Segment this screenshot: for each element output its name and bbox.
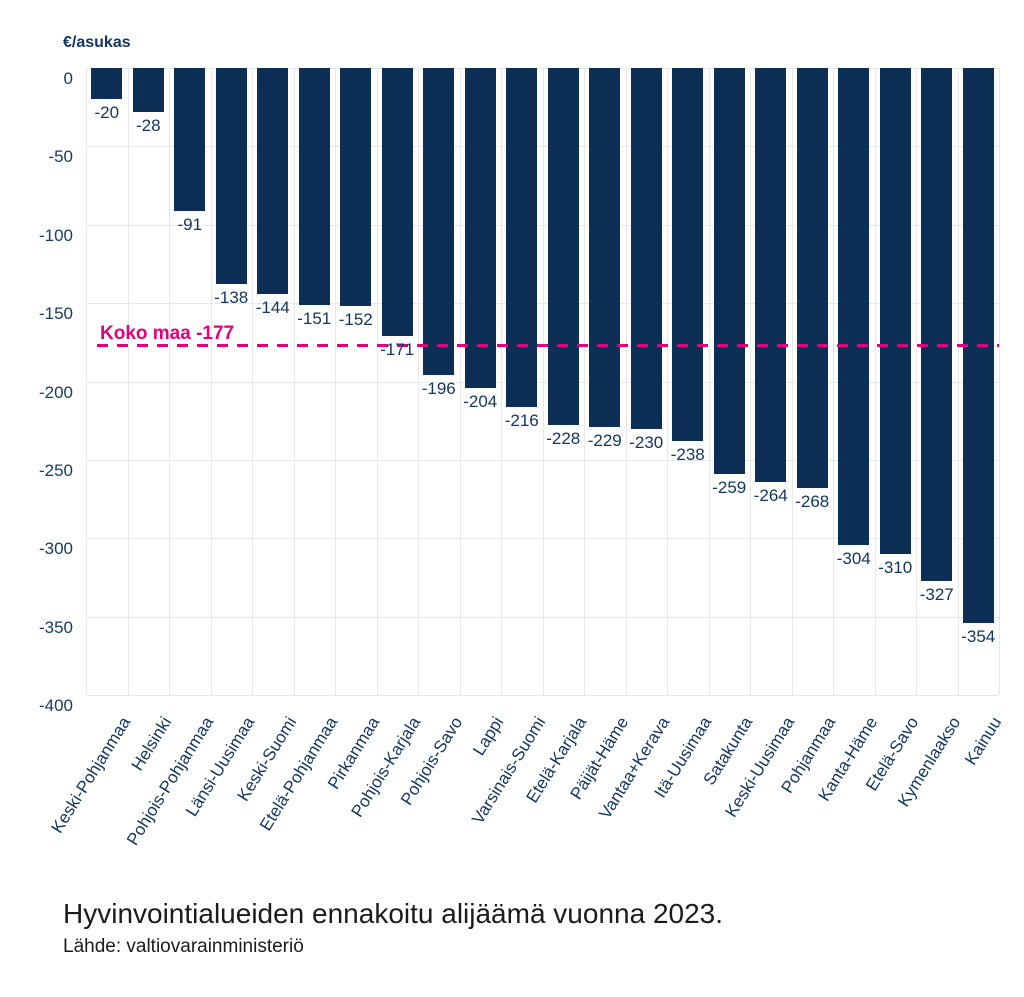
x-gridline xyxy=(459,68,461,695)
x-gridline xyxy=(210,68,212,695)
reference-line-label: Koko maa -177 xyxy=(100,323,235,344)
bar-value-label: -327 xyxy=(919,584,954,604)
bar-value-label: -204 xyxy=(463,391,498,411)
bar xyxy=(91,68,123,100)
bar xyxy=(423,68,455,376)
bar-value-label: -268 xyxy=(795,492,830,512)
bar-value-label: -304 xyxy=(836,548,871,568)
y-tick-label: 0 xyxy=(63,69,73,88)
bar-value-label: -28 xyxy=(135,115,161,135)
y-tick-label: -300 xyxy=(38,539,73,559)
x-gridline xyxy=(916,68,917,695)
y-tick-label: -250 xyxy=(38,460,73,480)
bar xyxy=(174,68,206,211)
y-tick-label: -100 xyxy=(38,225,73,245)
bar-value-label: -259 xyxy=(712,477,747,497)
y-tick-label: -150 xyxy=(38,304,73,324)
bar xyxy=(672,68,704,442)
y-tick-label: -400 xyxy=(38,696,73,715)
x-gridline xyxy=(542,68,544,695)
x-gridline xyxy=(501,68,502,695)
x-gridline xyxy=(791,68,793,695)
bar-value-label: -310 xyxy=(878,557,913,577)
chart-title: Hyvinvointialueiden ennakoitu alijäämä v… xyxy=(63,898,724,929)
chart-source: Lähde: valtiovarainministeriö xyxy=(63,936,304,957)
bar xyxy=(506,68,538,407)
y-axis-unit-label: €/asukas xyxy=(63,34,131,51)
x-gridline xyxy=(957,68,959,695)
x-gridline xyxy=(335,68,336,695)
x-gridline xyxy=(625,68,627,695)
x-gridline xyxy=(708,68,710,695)
bar xyxy=(838,68,870,545)
x-gridline xyxy=(833,68,834,695)
bar-value-label: -228 xyxy=(546,429,581,449)
bar-value-label: -264 xyxy=(753,485,788,505)
bar xyxy=(340,68,372,307)
reference-line xyxy=(97,344,999,348)
bar xyxy=(713,68,745,474)
bar xyxy=(547,68,579,426)
x-gridline xyxy=(999,68,1000,695)
bar xyxy=(464,68,496,388)
bar-value-label: -238 xyxy=(670,445,705,465)
bar-value-label: -354 xyxy=(961,626,996,646)
bar-value-label: -152 xyxy=(338,310,373,330)
x-gridline xyxy=(86,68,87,695)
bar xyxy=(589,68,621,427)
bar xyxy=(132,68,164,112)
bar xyxy=(630,68,662,429)
x-gridline xyxy=(750,68,751,695)
bar xyxy=(257,68,289,294)
x-gridline xyxy=(376,68,378,695)
x-gridline xyxy=(252,68,253,695)
bar xyxy=(215,68,247,285)
y-tick-label: -350 xyxy=(38,617,73,637)
bar xyxy=(921,68,953,581)
x-gridline xyxy=(293,68,295,695)
x-gridline xyxy=(874,68,876,695)
x-gridline xyxy=(418,68,419,695)
x-gridline xyxy=(584,68,585,695)
bar-value-label: -138 xyxy=(214,288,249,308)
y-tick-label: -50 xyxy=(48,147,73,167)
bar-value-label: -144 xyxy=(255,297,290,317)
bar-value-label: -196 xyxy=(421,379,456,399)
y-tick-label: -200 xyxy=(38,382,73,402)
bar xyxy=(879,68,911,554)
bar-value-label: -230 xyxy=(629,432,664,452)
caption-block: Hyvinvointialueiden ennakoitu alijäämä v… xyxy=(63,898,723,958)
bar-value-label: -229 xyxy=(587,430,622,450)
x-gridline xyxy=(127,68,129,695)
y-gridline xyxy=(86,695,999,696)
bar-value-label: -20 xyxy=(94,103,120,123)
x-gridline xyxy=(169,68,170,695)
x-gridline xyxy=(667,68,668,695)
bar xyxy=(796,68,828,489)
bar-value-label: -216 xyxy=(504,410,539,430)
bar xyxy=(755,68,787,482)
bar-value-label: -91 xyxy=(177,214,203,234)
bar xyxy=(298,68,330,305)
bar-value-label: -151 xyxy=(297,308,332,328)
bar xyxy=(381,68,413,337)
bar-value-label: -171 xyxy=(380,340,415,360)
